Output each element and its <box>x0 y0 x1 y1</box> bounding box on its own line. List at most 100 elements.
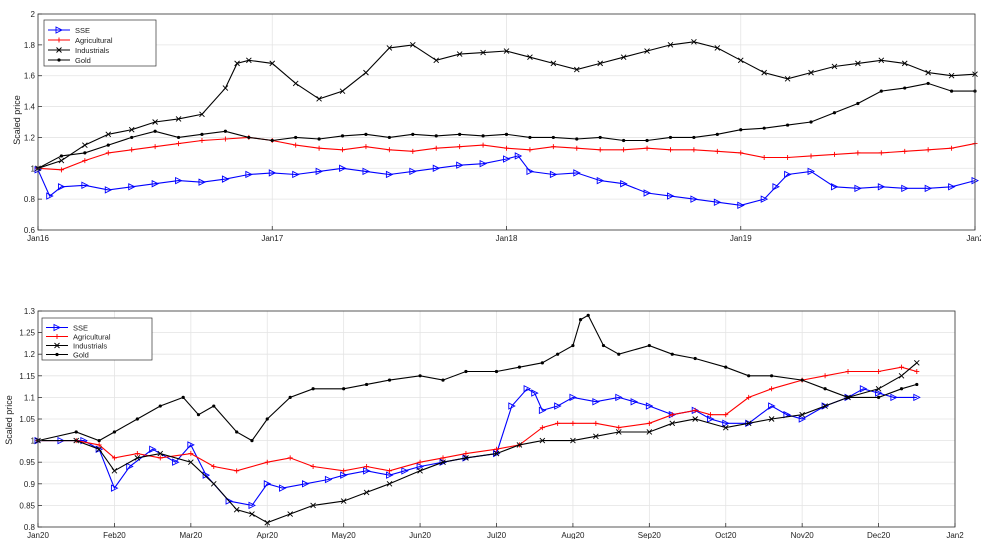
data-point-marker <box>200 132 204 136</box>
data-point-marker <box>311 387 315 391</box>
data-point-marker <box>617 352 621 356</box>
data-point-marker <box>385 170 394 179</box>
data-point-marker <box>901 60 908 67</box>
data-point-marker <box>517 365 522 369</box>
x-tick-label: Sep20 <box>638 531 662 539</box>
data-point-marker <box>503 48 510 54</box>
data-point-marker <box>411 132 415 136</box>
data-point-marker <box>247 135 251 140</box>
data-point-marker <box>74 430 78 434</box>
y-tick-label: 2 <box>31 10 36 19</box>
data-point-marker <box>914 368 920 374</box>
series-line <box>38 388 917 507</box>
data-point-marker <box>578 318 583 322</box>
data-point-marker <box>538 406 547 415</box>
data-point-marker <box>924 184 933 193</box>
data-point-marker <box>630 397 639 406</box>
data-point-marker <box>221 175 230 183</box>
data-point-marker <box>878 150 884 156</box>
data-point-marker <box>128 126 135 133</box>
data-point-marker <box>149 445 157 453</box>
chart-2020: Scaled price 0.8 0.85 0.9 0.95 1 1.05 1.1 1.15 1… <box>4 307 964 539</box>
data-point-marker <box>480 142 486 148</box>
y-tick-label: 1.4 <box>24 103 36 112</box>
data-point-marker <box>111 455 117 461</box>
data-point-marker <box>800 378 804 382</box>
data-point-marker <box>551 135 555 140</box>
data-point-marker <box>364 132 368 136</box>
x-tick-label: Jul20 <box>487 531 507 539</box>
data-point-marker <box>126 462 134 471</box>
data-point-marker <box>410 148 416 154</box>
data-point-marker <box>105 131 112 138</box>
data-point-marker <box>110 484 119 492</box>
data-point-marker <box>573 66 580 73</box>
data-point-marker <box>593 420 599 426</box>
data-point-marker <box>265 417 269 421</box>
data-point-marker <box>57 58 61 62</box>
data-point-marker <box>176 141 182 147</box>
data-point-marker <box>97 439 101 443</box>
y-tick-label: 1.2 <box>24 350 36 359</box>
data-point-marker <box>387 378 392 382</box>
data-point-marker <box>949 89 954 93</box>
data-point-marker <box>288 395 292 399</box>
grid <box>37 13 976 231</box>
data-point-marker <box>523 385 532 393</box>
data-point-marker <box>876 368 882 374</box>
data-point-marker <box>761 69 767 76</box>
data-point-marker <box>223 129 227 133</box>
data-point-marker <box>386 471 394 479</box>
legend-label: Industrials <box>75 46 109 55</box>
data-point-marker <box>279 484 287 492</box>
data-point-marker <box>807 167 816 176</box>
data-point-marker <box>245 170 253 179</box>
data-point-marker <box>134 451 140 457</box>
data-point-marker <box>54 334 60 339</box>
data-point-marker <box>898 372 905 379</box>
data-point-marker <box>913 360 920 366</box>
data-point-marker <box>364 382 369 387</box>
data-point-marker <box>570 420 576 426</box>
series-industrials <box>35 360 920 526</box>
data-point-marker <box>151 179 160 188</box>
x-tick-label: Mar20 <box>179 531 202 539</box>
data-point-marker <box>292 80 299 87</box>
y-tick-label: 0.85 <box>19 501 35 510</box>
data-point-marker <box>175 176 183 185</box>
data-point-marker <box>597 147 603 153</box>
data-point-marker <box>667 192 675 200</box>
data-point-marker <box>463 455 469 461</box>
data-point-marker <box>593 433 599 440</box>
data-point-marker <box>222 136 228 142</box>
series-gold <box>36 81 977 170</box>
legend-item-gold: Gold <box>46 351 89 360</box>
data-point-marker <box>539 437 546 444</box>
data-point-marker <box>859 385 868 393</box>
data-point-marker <box>434 134 438 138</box>
legend-box <box>41 317 153 361</box>
data-point-marker <box>157 455 163 461</box>
data-point-marker <box>106 143 110 147</box>
data-point-marker <box>341 468 347 474</box>
data-point-marker <box>340 147 346 153</box>
data-point-marker <box>73 437 80 444</box>
data-point-marker <box>456 51 463 57</box>
y-tick-label: 0.8 <box>24 195 36 204</box>
data-point-marker <box>550 144 556 150</box>
data-point-marker <box>462 454 470 462</box>
data-point-marker <box>58 167 64 173</box>
series-line <box>37 41 976 169</box>
data-point-marker <box>668 135 673 140</box>
tick-labels: 0.6 0.8 1 1.2 1.4 1.6 1.8 2 Jan16 Jan17 Jan18 Jan19… <box>24 10 981 243</box>
data-point-marker <box>586 313 590 317</box>
legend-label: Agricultural <box>73 333 111 342</box>
series-line <box>37 314 917 442</box>
x-tick-label: Dec20 <box>867 531 891 539</box>
series-sse <box>34 152 980 210</box>
data-point-marker <box>199 111 205 118</box>
data-point-marker <box>747 374 751 378</box>
legend-box <box>43 19 157 67</box>
x-tick-label: Jan19 <box>730 234 752 243</box>
